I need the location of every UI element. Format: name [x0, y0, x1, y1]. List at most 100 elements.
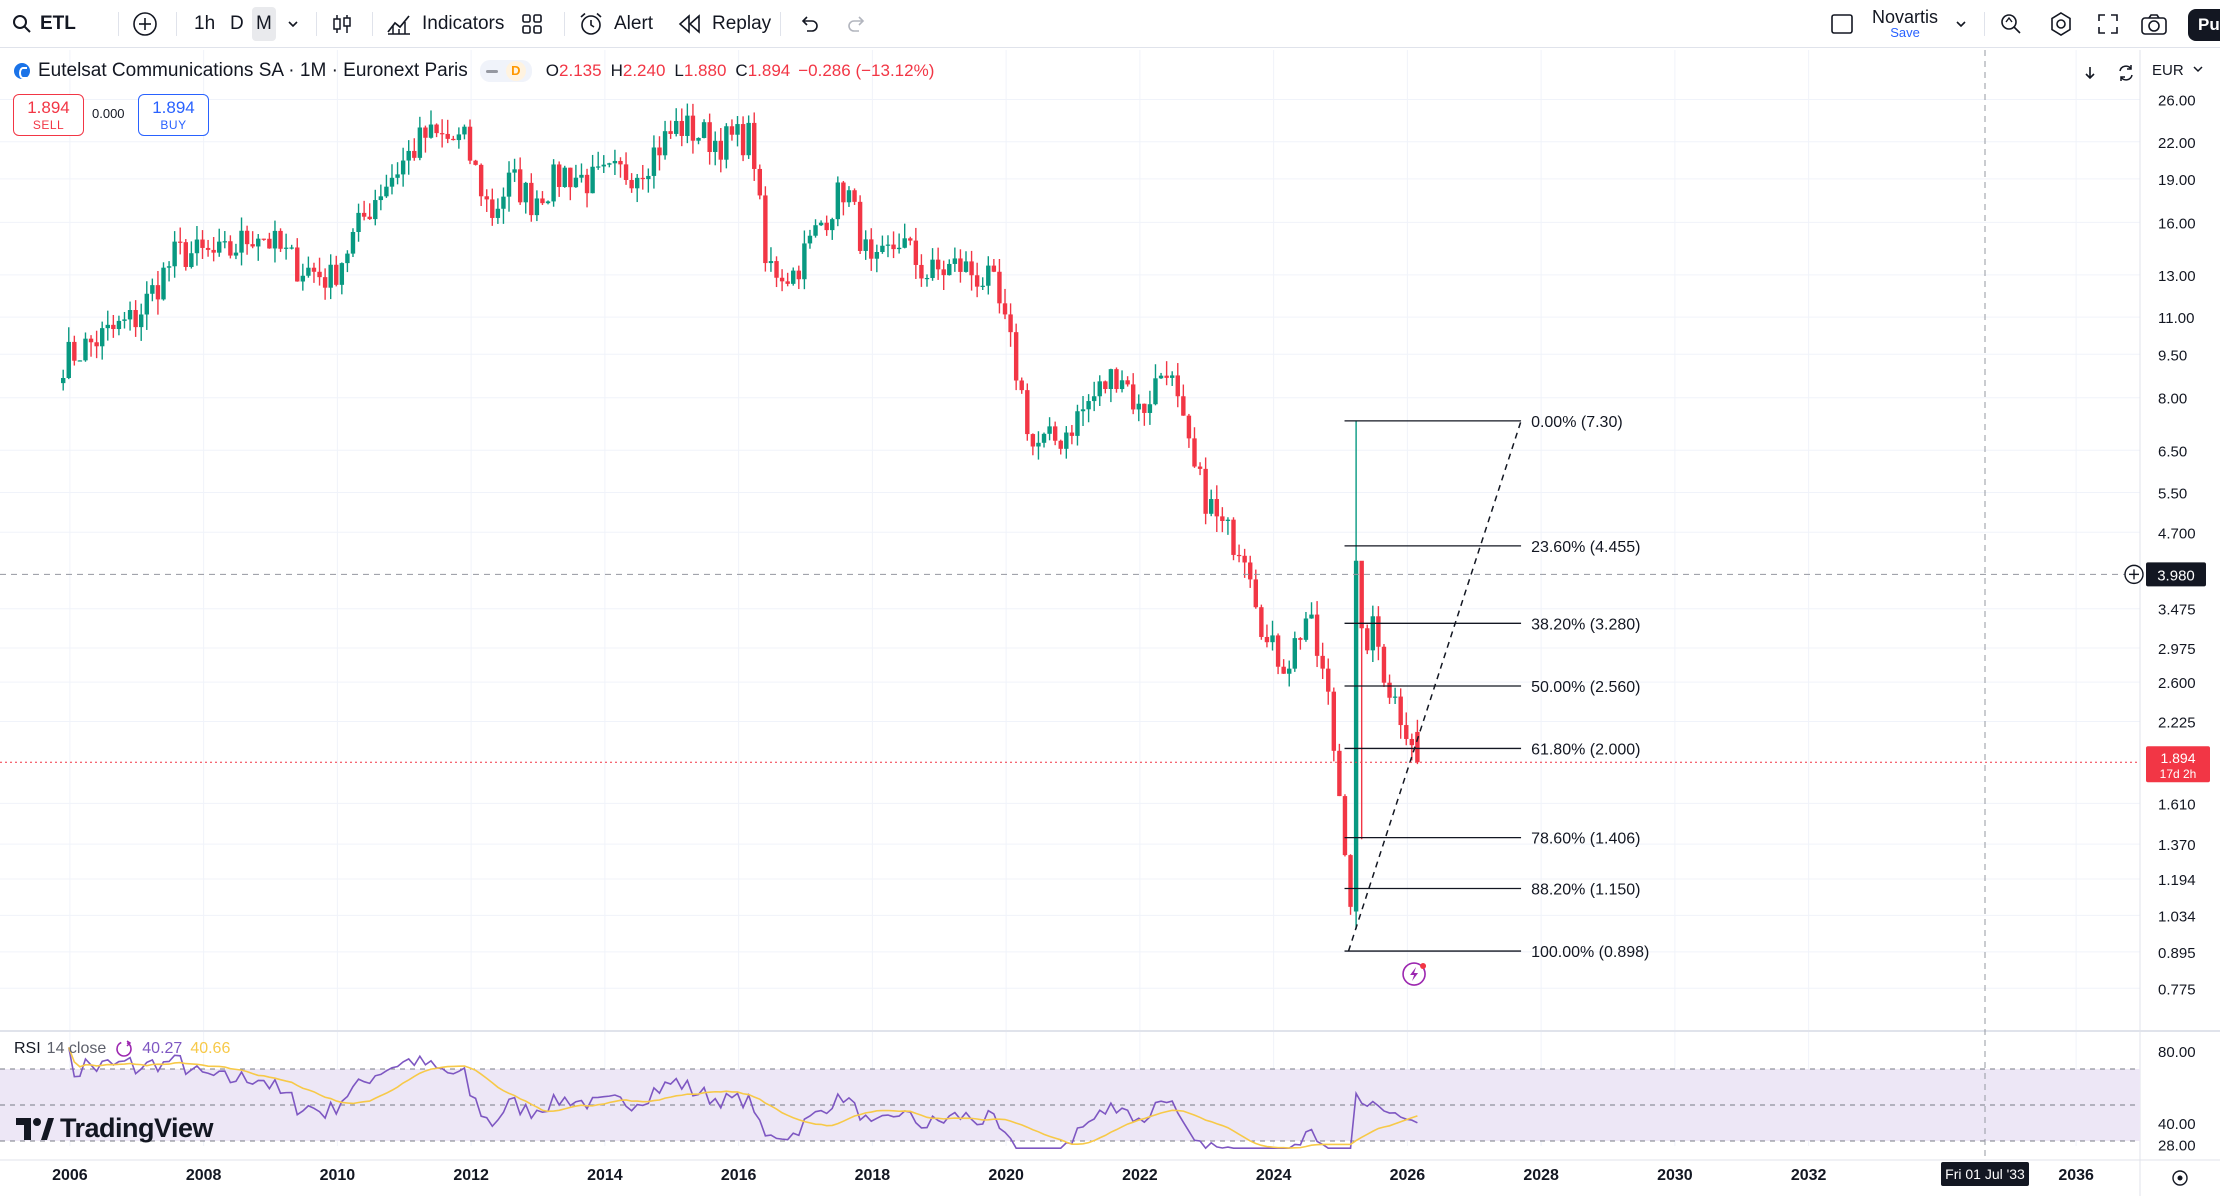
templates-button[interactable]: [520, 0, 544, 48]
candle-body: [473, 160, 478, 165]
candle-body: [1175, 375, 1180, 397]
candle-body: [595, 166, 601, 168]
currency-select[interactable]: EUR: [2152, 62, 2204, 79]
time-axis-label: 2020: [988, 1167, 1024, 1184]
candle-body: [618, 160, 623, 165]
candle-body: [774, 261, 779, 278]
alert-button[interactable]: Alert: [578, 0, 653, 48]
candle-body: [1025, 390, 1030, 435]
candle-body: [1415, 731, 1420, 763]
scroll-down-button[interactable]: [2077, 60, 2103, 86]
chart-type-button[interactable]: [330, 0, 354, 48]
replay-button[interactable]: Replay: [678, 0, 771, 48]
candle-body: [1392, 696, 1398, 698]
layout-dropdown[interactable]: [1954, 0, 1968, 48]
settings-button[interactable]: [2048, 0, 2074, 48]
fib-retracement-drawing[interactable]: 0.00% (7.30) 23.60% (4.455) 38.20% (3.280)…: [1344, 414, 1650, 961]
buy-button[interactable]: 1.894 BUY: [138, 94, 209, 136]
candle-body: [1353, 560, 1359, 912]
candle-body: [1097, 381, 1102, 397]
indicators-button[interactable]: Indicators: [386, 0, 504, 48]
candle-body: [540, 198, 545, 204]
candle-body: [1214, 499, 1219, 517]
candle-body: [345, 253, 350, 264]
timeframe-m[interactable]: M: [252, 0, 276, 48]
candle-body: [657, 147, 662, 156]
candle-body: [1264, 636, 1270, 643]
fib-trend-line: [1347, 420, 1522, 952]
rsi-name[interactable]: RSI: [14, 1040, 41, 1057]
candle-body: [1209, 499, 1214, 514]
candle-body: [267, 238, 272, 249]
candle-body: [456, 134, 462, 141]
sell-button[interactable]: 1.894 SELL: [13, 94, 84, 136]
candle-body: [986, 265, 991, 286]
candle-body: [161, 267, 166, 300]
candle-body: [127, 310, 133, 320]
candle-body: [735, 124, 740, 135]
candle-body: [1119, 380, 1125, 390]
layout-menu[interactable]: Novartis Save: [1872, 0, 1938, 48]
undo-button[interactable]: [798, 0, 820, 48]
fib-level-label: 38.20% (3.280): [1531, 616, 1640, 633]
rsi-scale-label: 28.00: [2158, 1138, 2196, 1155]
candle-body: [339, 263, 345, 285]
candle-body: [1036, 442, 1041, 447]
layout-save-link[interactable]: Save: [1890, 25, 1920, 40]
candle-body: [1376, 616, 1381, 647]
candle-body: [412, 150, 417, 158]
candle-body: [874, 251, 880, 259]
fib-level-label: 61.80% (2.000): [1531, 741, 1640, 758]
candle-body: [1236, 554, 1242, 557]
ohlc-low-value: 1.880: [683, 61, 727, 80]
candle-body: [902, 238, 907, 248]
quick-search-button[interactable]: [1998, 0, 2024, 48]
candle-body: [857, 201, 863, 251]
refresh-button[interactable]: [2113, 60, 2139, 86]
candle-body: [634, 177, 640, 189]
compare-button[interactable]: [132, 0, 158, 48]
symbol-search[interactable]: ETL: [12, 0, 76, 48]
publish-button[interactable]: Pu: [2188, 9, 2220, 41]
candle-body: [183, 242, 188, 267]
candle-body: [256, 238, 261, 247]
delay-badge[interactable]: D: [505, 61, 526, 81]
crosshair-date-label: Fri 01 Jul '33: [1945, 1166, 2025, 1182]
tradingview-logo[interactable]: TradingView: [16, 1113, 214, 1144]
timeframe-dropdown[interactable]: [286, 0, 300, 48]
candle-body: [1186, 415, 1192, 439]
time-axis-label: 2036: [2058, 1167, 2094, 1184]
candle-body: [1242, 555, 1247, 563]
time-axis-label: 2010: [320, 1167, 356, 1184]
candle-body: [111, 324, 116, 330]
rsi-scale-label: 80.00: [2158, 1044, 2196, 1061]
sync-icon[interactable]: [114, 1039, 134, 1059]
candle-body: [662, 131, 668, 156]
layout-select-checkbox[interactable]: [1830, 0, 1854, 48]
redo-button[interactable]: [846, 0, 868, 48]
timeframe-d[interactable]: D: [230, 13, 244, 34]
candle-body: [239, 230, 244, 253]
rsi-ma-line: [68, 1047, 1418, 1149]
fullscreen-button[interactable]: [2096, 0, 2120, 48]
candle-body: [222, 241, 228, 243]
candle-body: [1370, 616, 1376, 651]
candle-body: [796, 270, 802, 280]
candle-body: [1309, 614, 1314, 619]
candle-body: [924, 277, 930, 280]
time-axis-label: 2028: [1523, 1167, 1559, 1184]
candle-body: [122, 319, 127, 321]
flash-glyph: [1410, 967, 1419, 982]
timeframe-1h[interactable]: 1h: [194, 13, 216, 34]
candle-body: [467, 126, 473, 161]
legend-title[interactable]: Eutelsat Communications SA · 1M · Eurone…: [38, 60, 468, 81]
candle-body: [1158, 375, 1164, 379]
candle-body: [869, 239, 874, 259]
candle-body: [328, 264, 333, 288]
candle-body: [562, 167, 567, 188]
crosshair-date-badge: [1941, 1162, 2029, 1186]
snapshot-button[interactable]: [2140, 0, 2168, 48]
candle-body: [1225, 519, 1231, 521]
time-axis-label: 2024: [1256, 1167, 1292, 1184]
